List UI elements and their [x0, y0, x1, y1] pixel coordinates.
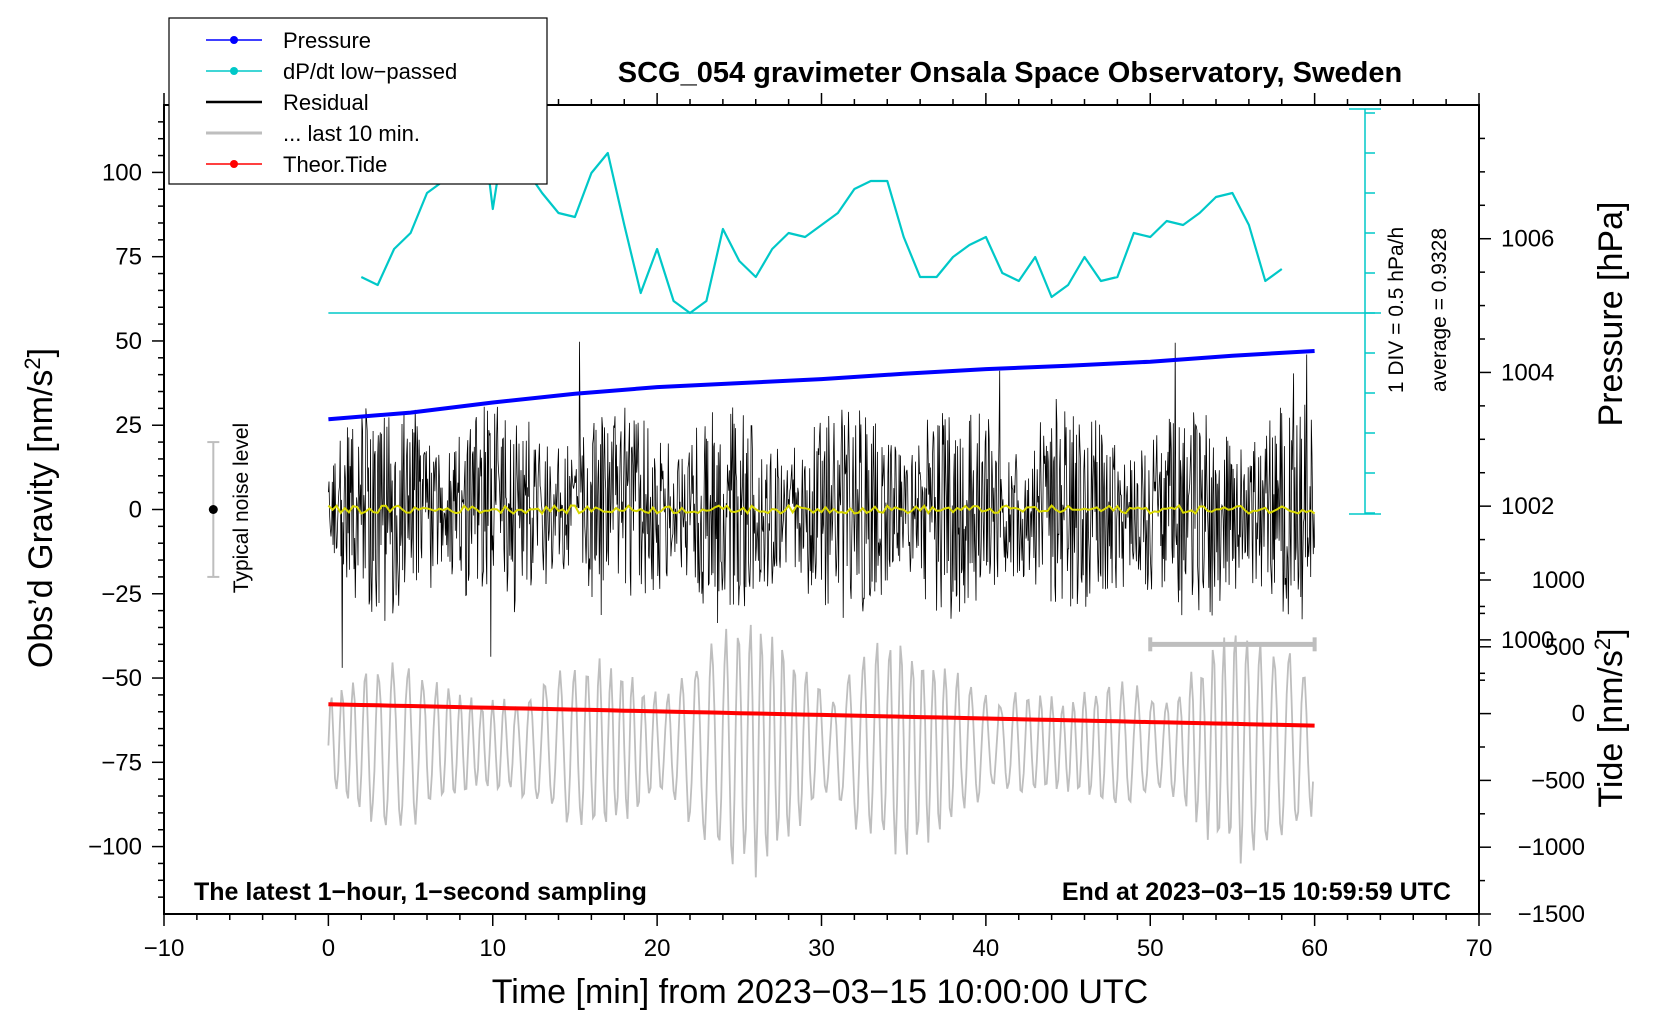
- y3-axis-title: Tide [nm/s2]: [1590, 628, 1631, 807]
- series-theor-tide: [328, 702, 1315, 728]
- pressure-tick-label: 1002: [1501, 493, 1554, 520]
- legend-label: Pressure: [283, 28, 371, 53]
- y-tick-label: 25: [115, 412, 142, 439]
- y-tick-label: 100: [102, 159, 142, 186]
- noise-label: Typical noise level: [230, 423, 253, 593]
- legend-marker: [230, 160, 238, 168]
- y-axis-title-sup: 2: [20, 357, 45, 369]
- annotation-sampling: The latest 1−hour, 1−second sampling: [194, 878, 647, 906]
- pressure-tick-label: 1004: [1501, 359, 1554, 386]
- y2-axis-title: Pressure [hPa]: [1592, 202, 1630, 427]
- x-tick-label: 20: [644, 935, 671, 962]
- tide-tick-label: 0: [1572, 701, 1585, 728]
- x-tick-label: 60: [1301, 935, 1328, 962]
- legend-label: Theor.Tide: [283, 152, 387, 177]
- series-last-10-min: [327, 624, 1314, 878]
- tide-tick-label: −1000: [1518, 834, 1585, 861]
- dpdt-scale-axis: [328, 108, 1381, 515]
- x-axis-title: Time [min] from 2023−03−15 10:00:00 UTC: [492, 973, 1148, 1011]
- y-axis-pressure: 1006 1004 1002 1000: [1479, 137, 1554, 675]
- series-residual: [328, 341, 1315, 668]
- y3-axis-title-tail: ]: [1592, 628, 1630, 637]
- y-tick-label: 50: [115, 328, 142, 355]
- legend-label: Residual: [283, 90, 369, 115]
- y-axis-title: Obs’d Gravity [nm/s2]: [20, 348, 61, 668]
- y3-axis-title-sup: 2: [1590, 638, 1615, 650]
- y-tick-label: −25: [101, 581, 142, 608]
- y-axis-title-main: Obs’d Gravity [nm/s: [22, 370, 60, 669]
- noise-bar-center: [208, 505, 218, 514]
- x-tick-label: 50: [1137, 935, 1164, 962]
- y-axis-title-tail: ]: [22, 348, 60, 357]
- series-layer: [207, 71, 1317, 878]
- y-tick-label: −100: [88, 834, 142, 861]
- legend-label: ... last 10 min.: [283, 121, 420, 146]
- chart-title: SCG_054 gravimeter Onsala Space Observat…: [618, 57, 1402, 89]
- x-tick-label: 0: [322, 935, 335, 962]
- y-axis-gravity: 100 75 50 25 0 −25 −50 −75 −100: [88, 121, 164, 898]
- legend-marker: [230, 67, 238, 75]
- series-residual-smoothed: [327, 503, 1316, 516]
- y-tick-label: 0: [129, 497, 142, 524]
- pressure-tick-label: 1006: [1501, 226, 1554, 253]
- tide-tick-label: 500: [1545, 634, 1585, 661]
- legend: Pressure dP/dt low−passed Residual ... last…: [168, 17, 548, 185]
- tide-tick-label: −1500: [1518, 901, 1585, 928]
- dpdt-scale-label: 1 DIV = 0.5 hPa/h: [1385, 227, 1408, 393]
- x-tick-label: 10: [479, 935, 506, 962]
- x-tick-label: 40: [973, 935, 1000, 962]
- y-tick-label: −50: [101, 665, 142, 692]
- legend-marker: [230, 36, 238, 44]
- x-tick-label: 30: [808, 935, 835, 962]
- pressure-tick-label: 1000: [1501, 627, 1554, 654]
- tide-tick-label: 1000: [1532, 567, 1585, 594]
- y-tick-label: −75: [101, 749, 142, 776]
- dpdt-average-label: average = 0.9328: [1428, 228, 1451, 392]
- y3-axis-title-main: Tide [nm/s: [1592, 650, 1630, 807]
- legend-label: dP/dt low−passed: [283, 59, 457, 84]
- x-tick-label: 70: [1466, 935, 1493, 962]
- y-tick-label: 75: [115, 244, 142, 271]
- annotation-end-time: End at 2023−03−15 10:59:59 UTC: [1062, 878, 1451, 906]
- series-pressure: [328, 349, 1315, 422]
- x-tick-label: −10: [144, 935, 185, 962]
- tide-tick-label: −500: [1531, 767, 1585, 794]
- legend-entries: Pressure dP/dt low−passed Residual ... last…: [206, 28, 457, 177]
